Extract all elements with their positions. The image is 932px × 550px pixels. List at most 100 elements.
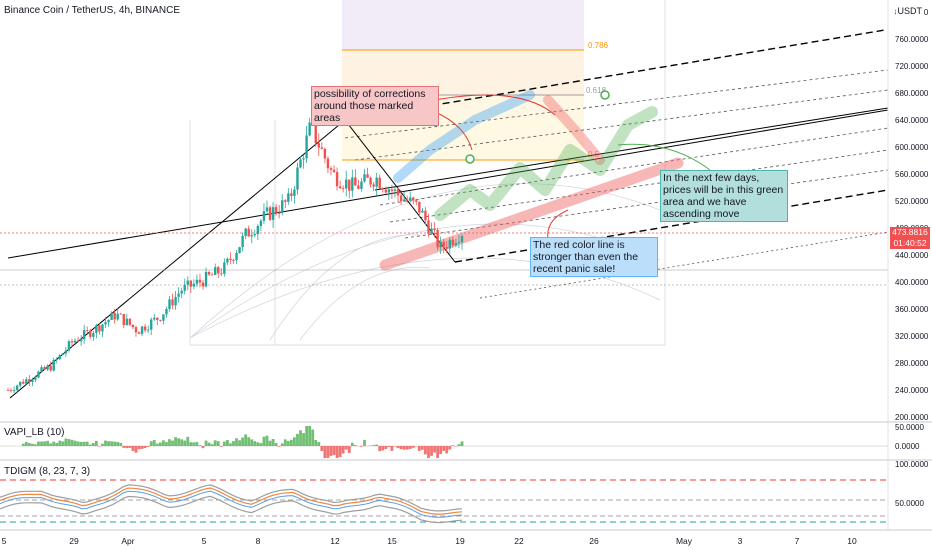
vapi-bar (332, 446, 336, 456)
vapi-bar (350, 442, 354, 446)
candle-body (125, 318, 129, 326)
tdigm-tick-100: 100.0000 (895, 460, 929, 469)
tdigm-label[interactable]: TDIGM (8, 23, 7, 3) (4, 466, 91, 477)
vapi-bar (88, 444, 92, 446)
candle-body (387, 189, 391, 193)
vapi-bar (402, 446, 406, 450)
candle-body (95, 325, 98, 334)
candle-body (183, 284, 186, 291)
vapi-bar (274, 443, 278, 446)
vapi-bar (417, 446, 421, 451)
y-tick-label: 760.0000 (895, 35, 929, 44)
candle-body (28, 379, 31, 382)
vapi-bar (296, 433, 299, 446)
candle-body (207, 271, 211, 275)
candle-body (119, 313, 122, 315)
vapi-bar (372, 445, 376, 446)
vapi-bar (229, 443, 232, 446)
candle-body (430, 228, 433, 234)
vapi-bar (158, 442, 162, 446)
vapi-bar (128, 446, 132, 448)
candle-body (89, 330, 92, 337)
candle-body (58, 354, 61, 360)
vapi-bar (311, 429, 315, 446)
vapi-bar (76, 441, 80, 446)
target-marker-1 (465, 154, 475, 164)
vapi-bar (125, 446, 129, 449)
candle-body (341, 188, 345, 189)
tdigm-lines (0, 484, 463, 524)
x-tick-label: 5 (2, 536, 7, 546)
candle-body (393, 189, 397, 191)
y-tick-label: 280.0000 (895, 359, 929, 368)
vapi-bar (305, 426, 309, 446)
vapi-bar (171, 440, 174, 446)
x-tick-label: Apr (121, 536, 134, 546)
x-tick-label: May (676, 536, 693, 546)
vapi-bar (265, 435, 269, 446)
target-marker-2 (600, 90, 610, 100)
candle-body (299, 159, 302, 168)
candle-body (86, 329, 89, 331)
candle-body (439, 241, 442, 248)
vapi-bar (183, 440, 187, 446)
candle-body (381, 188, 384, 190)
vapi-bar (122, 446, 126, 448)
candle-body (372, 184, 375, 187)
vapi-bar (253, 441, 257, 446)
candle-body (305, 135, 308, 159)
candle-body (345, 179, 348, 189)
vapi-bar (326, 446, 330, 458)
vapi-bar (262, 436, 266, 446)
arrow-green (617, 143, 711, 171)
candle-body (351, 177, 354, 191)
candle-body (98, 325, 101, 332)
vapi-label[interactable]: VAPI_LB (10) (4, 427, 65, 438)
candle-body (357, 185, 360, 189)
candle-body (369, 177, 372, 185)
vapi-bar (436, 446, 440, 458)
arrow-corrections-1 (434, 111, 473, 151)
vapi-bar (329, 446, 333, 456)
candle-body (323, 148, 327, 159)
candle-body (390, 189, 394, 191)
y-tick-label: 560.0000 (895, 170, 929, 179)
candle-body (168, 299, 171, 309)
pitchfork-lower (454, 189, 889, 263)
candle-body (247, 228, 250, 237)
vapi-bar (225, 440, 229, 446)
vapi-bar (424, 446, 427, 455)
candle-body (259, 220, 263, 227)
candle-body (363, 174, 366, 182)
candle-body (451, 239, 455, 246)
y-tick-label: 320.0000 (895, 332, 929, 341)
pitchfork-median (374, 107, 889, 191)
y-axis-ticks: 800.0000760.0000720.0000680.0000640.0000… (895, 8, 929, 422)
vapi-bar (451, 445, 455, 446)
candle-body (162, 314, 165, 321)
vapi-bar (344, 446, 348, 450)
vapi-bar (250, 439, 254, 446)
candle-body (253, 233, 257, 236)
vapi-histogram (21, 426, 464, 458)
vapi-bar (323, 446, 327, 458)
candle-body (73, 340, 77, 343)
vapi-bar (180, 439, 184, 446)
vapi-bar (420, 446, 424, 450)
vapi-bar (207, 442, 211, 446)
candle-body (113, 312, 116, 320)
currency-label[interactable]: USDT (895, 6, 924, 16)
candle-body (415, 200, 418, 202)
candle-body (296, 167, 299, 190)
candle-body (424, 210, 427, 221)
x-tick-label: 7 (795, 536, 800, 546)
candle-body (314, 123, 317, 144)
vapi-bar (27, 442, 31, 446)
vapi-bar (283, 439, 287, 446)
vapi-bar (152, 440, 156, 446)
fib-label-05: 0.5 (588, 150, 600, 159)
vapi-bar (34, 444, 37, 446)
candle-body (171, 299, 174, 306)
candle-body (177, 293, 180, 297)
